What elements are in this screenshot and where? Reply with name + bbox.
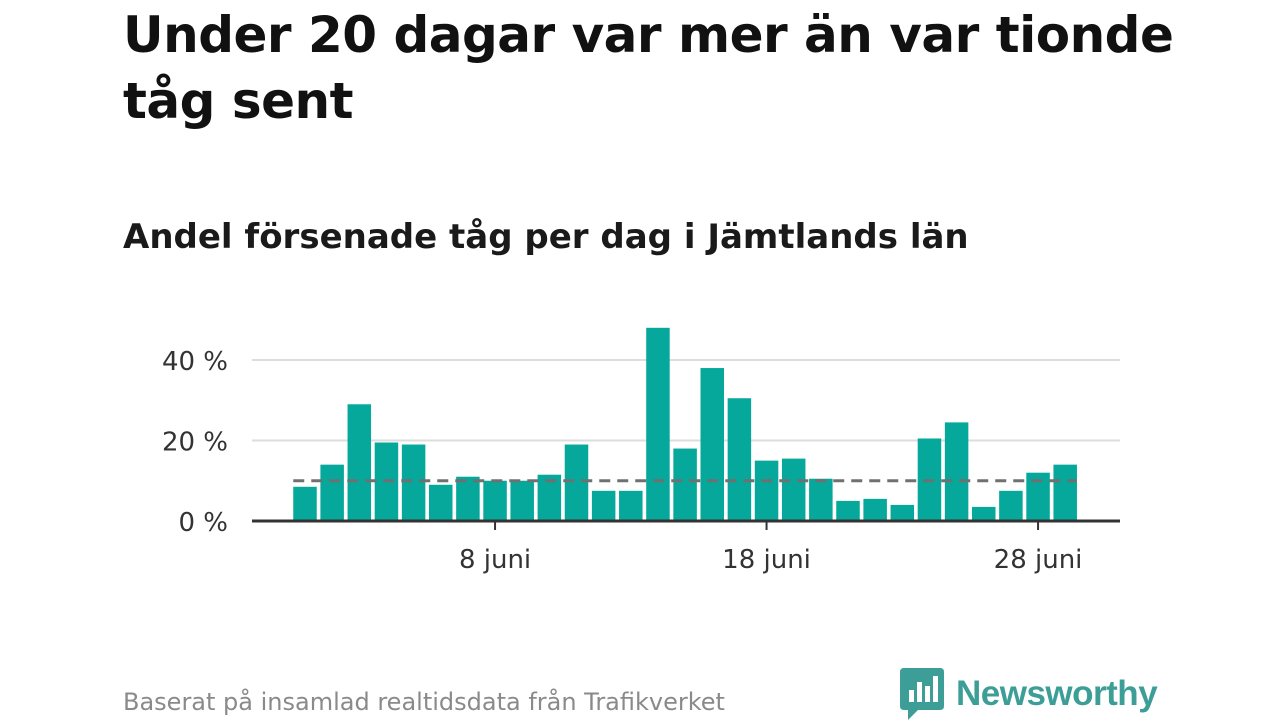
bar — [456, 476, 480, 521]
x-tick-label: 8 juni — [459, 545, 531, 575]
bar — [809, 478, 833, 521]
bar — [890, 504, 915, 521]
bar — [754, 460, 779, 521]
bar — [863, 498, 887, 521]
brand-logo: Newsworthy — [900, 668, 1158, 720]
chart-subtitle: Andel försenade tåg per dag i Jämtlands … — [123, 217, 969, 257]
bar — [781, 458, 806, 521]
page-title: Under 20 dagar var mer än var tionde tåg… — [123, 6, 1174, 130]
bar — [1026, 472, 1050, 521]
bar — [673, 448, 697, 521]
bar — [401, 444, 426, 521]
bar — [429, 484, 453, 521]
speech-bubble-bar-chart-icon — [900, 668, 944, 720]
bar — [1053, 464, 1077, 521]
y-tick-label: 20 % — [162, 428, 228, 458]
source-note: Baserat på insamlad realtidsdata från Tr… — [123, 688, 725, 716]
bar — [999, 490, 1023, 521]
bar — [564, 444, 589, 521]
bar — [619, 490, 643, 521]
bar — [347, 404, 372, 521]
bar — [944, 422, 969, 521]
bar — [293, 486, 317, 521]
bar — [591, 490, 616, 521]
x-tick-label: 28 juni — [994, 545, 1083, 575]
bar — [646, 327, 670, 521]
bar — [972, 506, 996, 521]
brand-name: Newsworthy — [956, 674, 1158, 713]
bar — [836, 500, 860, 521]
bar — [700, 368, 724, 521]
bar — [727, 398, 752, 521]
bar — [537, 474, 562, 521]
bar — [510, 480, 534, 521]
y-tick-label: 0 % — [178, 508, 228, 538]
x-tick-label: 18 juni — [722, 545, 811, 575]
bar — [483, 480, 507, 521]
bar-chart: 0 % 20 % 40 % 8 juni 18 juni 28 juni — [162, 327, 1120, 575]
bar — [320, 464, 344, 521]
y-tick-label: 40 % — [162, 347, 228, 377]
